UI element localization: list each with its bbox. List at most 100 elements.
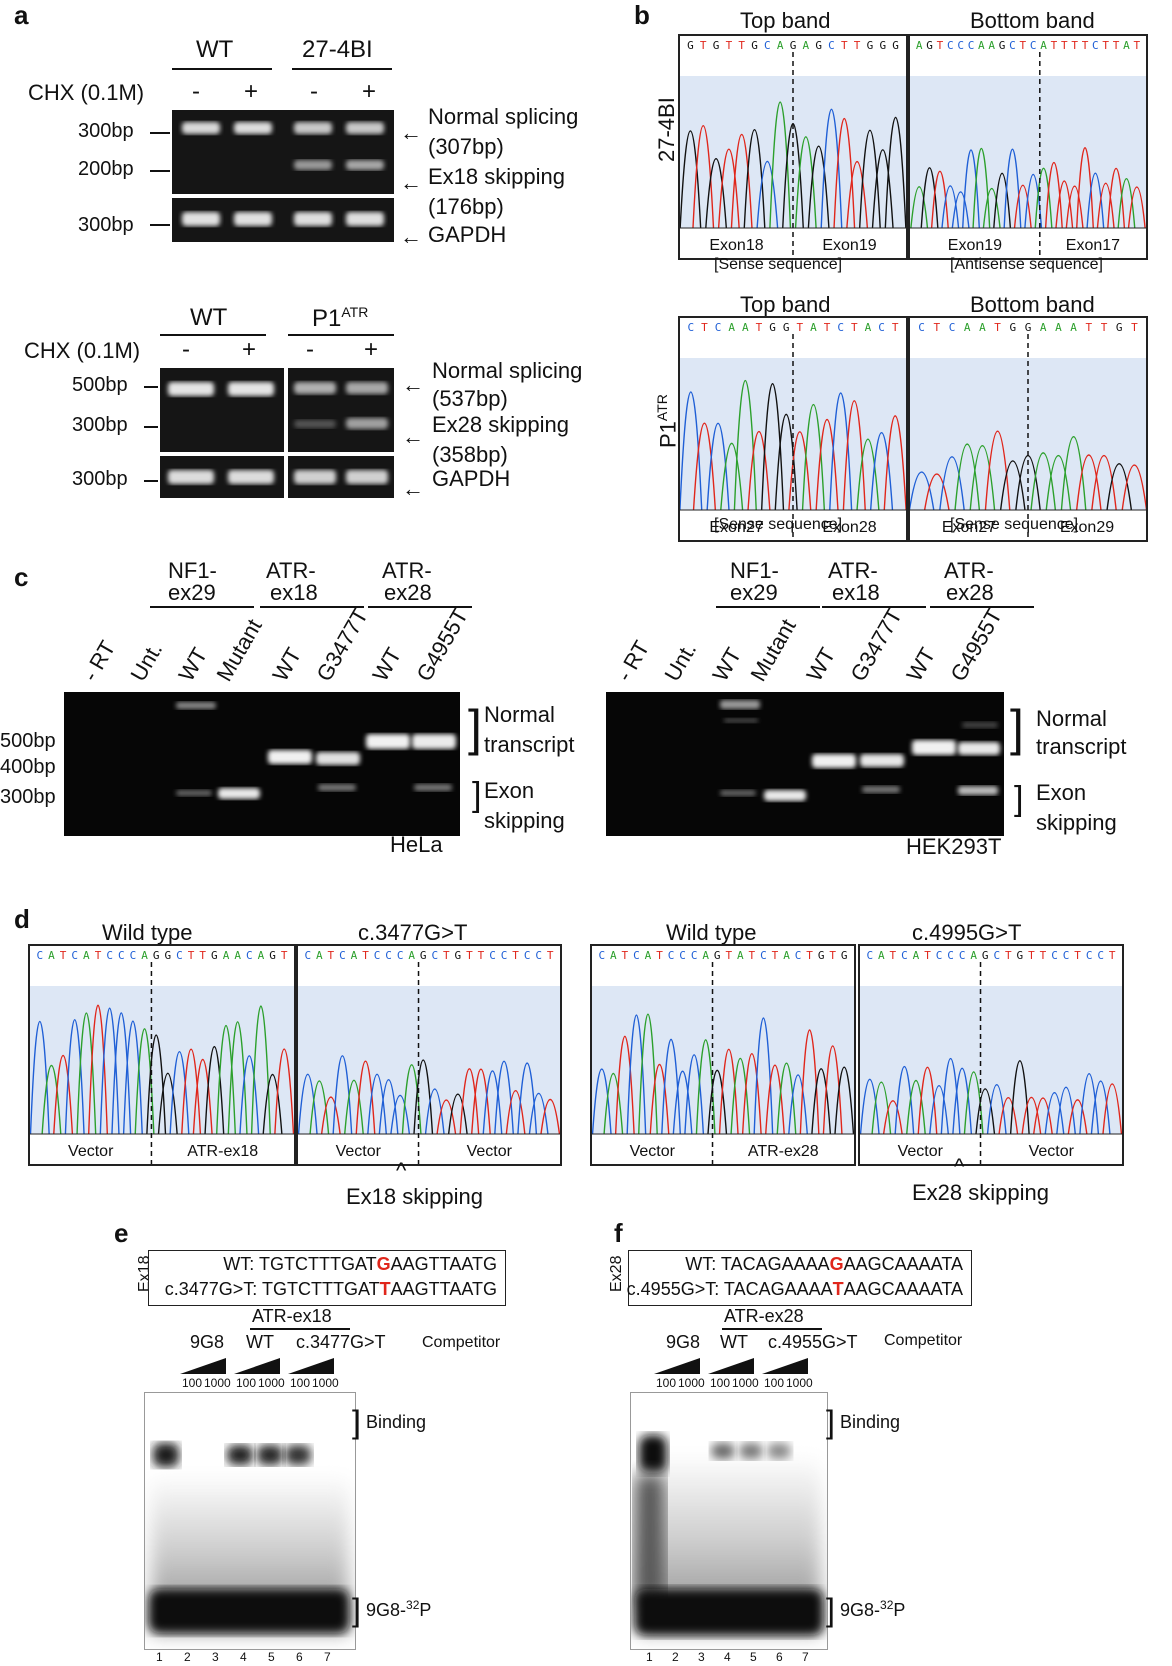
f-competitor: 9G8 [666, 1332, 701, 1352]
c-gel-hek [606, 692, 1004, 836]
base-letter: G [926, 39, 933, 52]
base-letter: A [728, 321, 735, 334]
chromatogram-peak [1060, 436, 1087, 511]
base-letter: T [749, 949, 756, 962]
d-title: Wild type [102, 920, 193, 945]
c-lane-label: G3477T [311, 604, 373, 686]
chromatogram-peak [986, 1084, 1007, 1135]
chromatogram-peak [706, 422, 730, 511]
f-lane-num: 4 [724, 1650, 731, 1664]
chromatogram-peak [769, 101, 792, 229]
base-letter: A [1123, 39, 1130, 52]
c-group: ex28 [384, 580, 432, 605]
base-letter: C [489, 949, 496, 962]
chromatogram-peak [760, 383, 785, 511]
base-letter: T [1102, 39, 1109, 52]
f-lane-num: 6 [776, 1650, 783, 1664]
base-letter: C [524, 949, 531, 962]
c-size: 500bp [0, 730, 56, 752]
exon-label: Exon27 [709, 519, 763, 536]
chromatogram-peak [227, 1021, 248, 1135]
base-letter: C [1063, 949, 1070, 962]
chromatogram-peak [1009, 1060, 1030, 1135]
base-letter: T [547, 949, 554, 962]
base-letter: C [118, 949, 125, 962]
chromatogram-peak [993, 172, 1012, 229]
base-letter: C [71, 949, 78, 962]
base-letter: A [83, 949, 90, 962]
c-right-label: Normal [1036, 706, 1107, 731]
chromatogram-peak [367, 1073, 387, 1135]
chromatogram-peak [999, 460, 1026, 511]
chromatogram-peak [239, 1055, 260, 1135]
chromatogram-peak [1045, 455, 1072, 511]
chromatogram-peak [1056, 1086, 1076, 1135]
chromatogram-peak [181, 1048, 202, 1135]
base-letter: T [362, 949, 369, 962]
base-letter: C [866, 949, 873, 962]
base-letter: G [1017, 949, 1024, 962]
base-letter: A [777, 39, 784, 52]
exon-label: Vector [630, 1143, 676, 1160]
base-letter: C [688, 321, 695, 334]
chromatogram-peak [962, 149, 980, 229]
panel-label-c: c [14, 562, 29, 592]
chromatogram-peak [856, 438, 880, 511]
c-group: ATR- [944, 558, 994, 583]
chromatogram-peak [157, 1072, 178, 1135]
e-binding-label: Binding [366, 1412, 427, 1432]
base-letter: C [1086, 949, 1093, 962]
c-lane-label: Unt. [125, 638, 168, 686]
base-letter: G [867, 39, 874, 52]
c-right-label: Exon [484, 778, 535, 803]
base-letter: C [1030, 39, 1037, 52]
e-lane-num: 7 [324, 1650, 331, 1664]
chromatogram-peak [1102, 1083, 1122, 1135]
base-letter: T [622, 949, 629, 962]
base-letter: T [466, 949, 473, 962]
base-letter: T [994, 321, 1001, 334]
base-letter: G [713, 39, 720, 52]
d-chromatogram-4: C A T C A T C C C A G C T G T T C C T C C T Vector Vector [858, 944, 1124, 1166]
base-letter: C [828, 39, 835, 52]
chromatogram-peak [204, 1045, 225, 1135]
base-letter: T [726, 39, 733, 52]
base-letter: A [1055, 321, 1062, 334]
a-size: 300bp [72, 414, 128, 436]
e-competitor-label: Competitor [422, 1334, 501, 1351]
base-letter: C [1051, 949, 1058, 962]
chromatogram-peak [355, 1060, 376, 1135]
chromatogram-peak [692, 125, 715, 229]
base-letter: C [37, 949, 44, 962]
d-chromatogram-1: C A T C A T C C C A G G C T T G A A C A G T Vector ATR-ex18 [28, 944, 296, 1166]
base-letter: C [385, 949, 392, 962]
base-letter: A [742, 321, 749, 334]
a-right-label: Normal splicing [432, 358, 583, 383]
chromatogram-peak [424, 1088, 445, 1135]
d-title: Wild type [666, 920, 757, 945]
base-letter: G [211, 949, 218, 962]
c-right-label: skipping [484, 808, 565, 833]
e-conc: 1000 [258, 1376, 285, 1390]
e-bracket: ] [352, 1404, 361, 1440]
chromatogram-peak [1013, 184, 1032, 229]
base-letter: C [374, 949, 381, 962]
chromatogram-peak [820, 108, 843, 229]
b-title: Top band [740, 292, 831, 317]
c-lane-label: G4955T [411, 604, 473, 686]
exon-label: Exon18 [709, 237, 763, 254]
f-lane-num: 3 [698, 1650, 705, 1664]
exon-label: Exon29 [1060, 519, 1114, 536]
e-conc: 100 [290, 1376, 311, 1390]
c-bracket: ] [472, 776, 482, 814]
chromatogram-peak [910, 186, 929, 229]
f-competitor: WT [720, 1332, 748, 1352]
chromatogram-peak [680, 391, 703, 511]
chromatogram-peak [614, 1035, 635, 1135]
chromatogram-peak [884, 116, 906, 229]
a-bottom-gel-wt [160, 368, 284, 452]
chromatogram-peak [998, 1097, 1019, 1135]
base-letter: C [633, 949, 640, 962]
e-competitor: WT [246, 1332, 274, 1352]
f-lane-num: 5 [750, 1650, 757, 1664]
